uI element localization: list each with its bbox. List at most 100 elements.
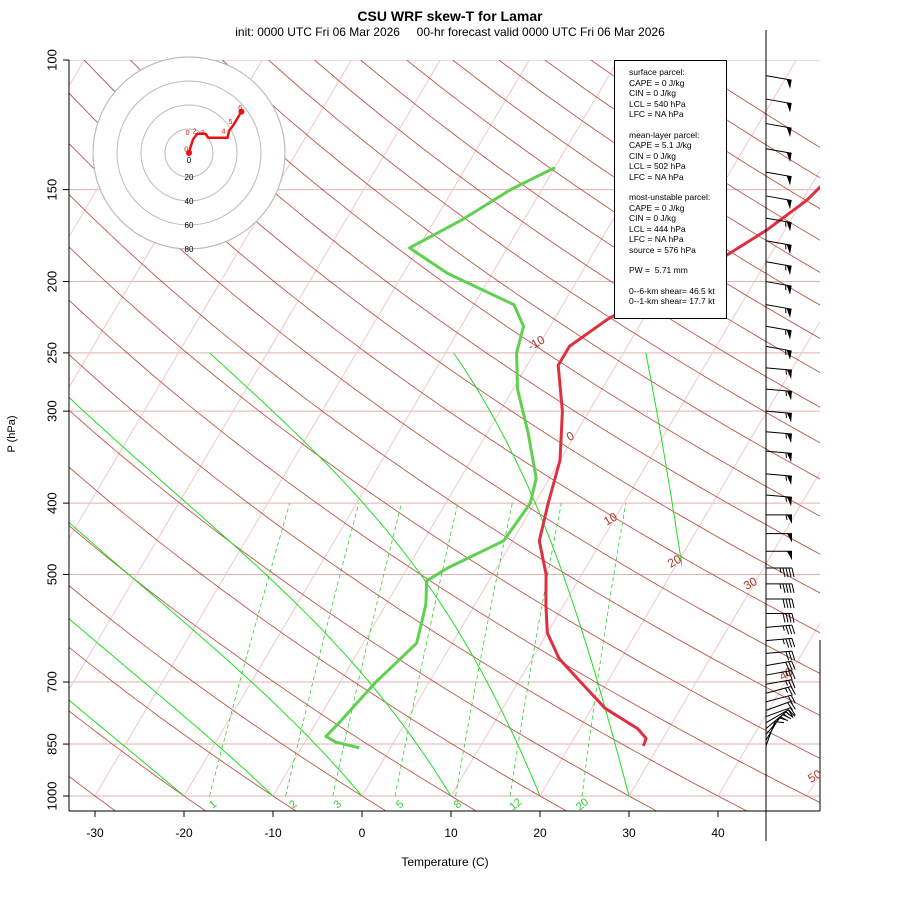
hodograph-height-label: 0 [186, 130, 190, 137]
wind-barb-feather [791, 679, 796, 689]
info-line: CIN = 0 J/kg [629, 88, 677, 98]
wind-barb-half-feather [785, 496, 787, 502]
wind-barb-feather [788, 598, 792, 609]
hodograph-ring-label: 40 [185, 197, 194, 206]
wind-barb-half-feather [785, 680, 789, 686]
wind-barb-feather [785, 625, 790, 635]
x-tick-label: -20 [175, 826, 193, 840]
wind-barb-feather [791, 670, 796, 680]
hodograph-height-label: 4 [222, 129, 226, 136]
x-tick-label: 40 [711, 826, 725, 840]
hodograph-height-label: 0 [184, 147, 188, 154]
isotherm-label: 50 [805, 767, 824, 786]
wind-barb [765, 670, 792, 676]
wind-barb-half-feather [785, 671, 789, 677]
info-line: CAPE = 0 J/kg [629, 77, 685, 88]
hodograph-height-label: 1 [188, 147, 192, 154]
moist-adiabat-line [69, 618, 274, 797]
wind-barb-feather [785, 638, 790, 648]
wind-barb-feather [787, 687, 793, 696]
dry-adiabat-line [69, 710, 207, 811]
isotherm-label: 10 [601, 509, 620, 528]
info-line: LCL = 444 hPa [629, 223, 686, 234]
wind-barb-flag [786, 433, 792, 444]
wind-barb [765, 707, 791, 718]
info-line: LFC = NA hPa [629, 109, 684, 119]
wind-barb-flag [786, 127, 792, 137]
wind-barb-feather [782, 583, 786, 593]
moist-adiabat-line [209, 352, 541, 797]
wind-barb-flag [786, 221, 792, 232]
info-line: mean-layer parcel: [629, 129, 700, 140]
hodograph-start-dot [186, 150, 192, 156]
wind-barb [765, 650, 792, 654]
y-tick-label: 250 [44, 342, 59, 364]
wind-barb-half-feather [785, 710, 790, 716]
hodograph-ring [92, 56, 286, 250]
wind-barb-flag [786, 390, 792, 401]
y-tick-label: 500 [44, 564, 59, 586]
wind-barb-half-feather [783, 713, 788, 718]
isotherm-line [450, 169, 820, 797]
info-line: CIN = 0 J/kg [629, 150, 677, 161]
wind-barb-feather [787, 708, 793, 717]
wind-barb [765, 714, 784, 735]
wind-barb-flag [786, 265, 792, 276]
wind-barb [765, 709, 789, 724]
hodograph-ring-label: 20 [185, 173, 194, 182]
mean-layer-parcel-block: mean-layer parcel: CAPE = 5.1 J/kg CIN =… [629, 130, 726, 183]
x-tick-label: 0 [359, 826, 366, 840]
wind-barb-feather [791, 650, 796, 661]
wind-barb-feather [787, 695, 793, 705]
isotherm-line [628, 471, 820, 797]
wind-barb-half-feather [779, 583, 782, 589]
wind-barb-flag [787, 514, 792, 524]
wind-barb-feather [787, 702, 793, 711]
hodograph-ring-label: 60 [185, 221, 194, 230]
isotherm-line [94, 60, 530, 797]
wind-barb-feather [788, 567, 792, 578]
wind-barb-feather [782, 567, 786, 578]
moist-adiabat-line [69, 699, 185, 797]
y-tick-label: 200 [44, 271, 59, 293]
wind-barb-feather [791, 624, 796, 635]
x-axis-label: Temperature (C) [401, 855, 489, 869]
wind-barb-flag [786, 152, 792, 163]
moist-adiabat-line [69, 521, 363, 797]
wind-barb-half-feather [784, 687, 789, 693]
dry-adiabat-line [69, 142, 820, 674]
dry-adiabat-line [222, 60, 820, 480]
wind-barb-feather [791, 613, 795, 623]
x-tick-label: 10 [444, 826, 458, 840]
y-tick-label: 400 [44, 492, 59, 514]
y-tick-label: 300 [44, 400, 59, 422]
moist-adiabat-line [453, 352, 630, 797]
wind-barb-feather [791, 567, 795, 578]
wind-barb-feather [788, 709, 796, 717]
mixing-ratio-line [581, 503, 627, 797]
dry-adiabat-line [69, 409, 658, 811]
info-line: most-unstable parcel: [629, 192, 711, 202]
info-line: LCL = 540 hPa [629, 98, 686, 109]
wind-barb [765, 711, 787, 730]
pw-line: PW = 5.71 mm [629, 265, 688, 275]
y-tick-label: 1000 [44, 782, 59, 811]
wind-barb-feather [788, 651, 793, 661]
isotherm-line [183, 60, 619, 797]
wind-barb [765, 304, 792, 310]
wind-barb-flag [786, 329, 792, 340]
precipitable-water: PW = 5.71 mm [629, 265, 726, 276]
wind-barb-half-feather [785, 412, 787, 419]
wind-barb-feather [788, 625, 793, 635]
hodograph-height-label: 2 [193, 129, 197, 136]
wind-barb-feather [791, 598, 795, 609]
wind-barb-half-feather [782, 638, 785, 645]
wind-barb-feather [788, 680, 793, 689]
y-tick-label: 100 [44, 49, 59, 71]
isotherm-line [539, 320, 820, 797]
x-tick-label: 30 [622, 826, 636, 840]
wind-barb-feather [785, 661, 790, 671]
moist-adiabat-line [69, 396, 452, 797]
hodograph-trace [187, 110, 243, 154]
